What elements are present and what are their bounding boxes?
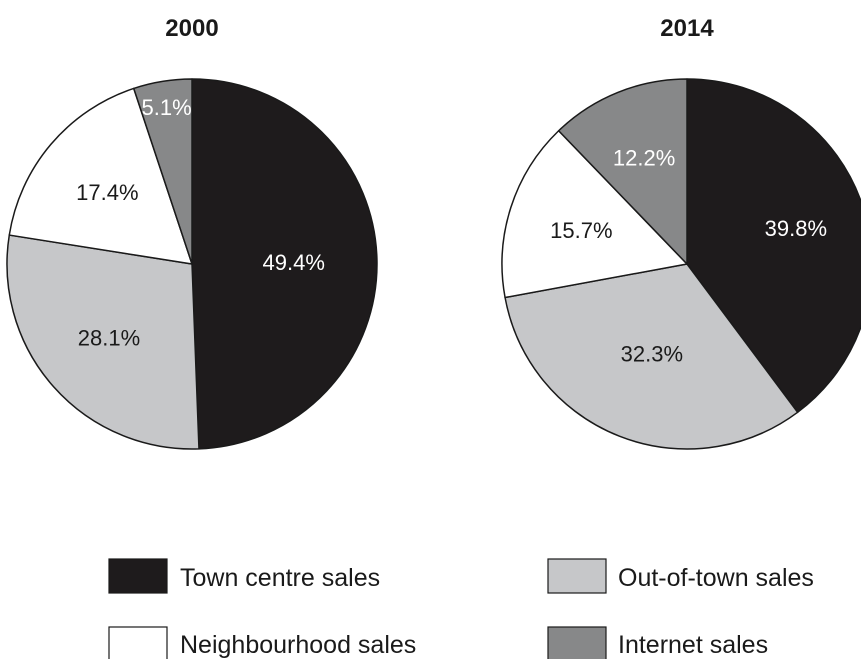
legend-label-town-centre: Town centre sales xyxy=(180,564,380,592)
legend-label-neighbourhood: Neighbourhood sales xyxy=(180,631,416,659)
legend: Town centre sales Out-of-town sales Neig… xyxy=(108,558,814,659)
slice-2000-town-centre xyxy=(191,78,378,450)
chart-title-2000: 2000 xyxy=(165,15,218,42)
slice-label-2014-internet: 12.2% xyxy=(613,146,675,171)
legend-swatch-internet xyxy=(547,626,607,659)
legend-swatch-town-centre xyxy=(108,558,168,594)
slice-label-2000-neighbourhood: 17.4% xyxy=(76,180,138,205)
slice-label-2000-out-of-town: 28.1% xyxy=(78,326,140,351)
slice-label-2014-out-of-town: 32.3% xyxy=(621,342,683,367)
legend-label-out-of-town: Out-of-town sales xyxy=(618,564,814,592)
slice-2000-internet xyxy=(132,78,193,265)
slice-label-2014-town-centre: 39.8% xyxy=(765,216,827,241)
chart-title-2014: 2014 xyxy=(660,15,714,42)
legend-swatch-neighbourhood xyxy=(108,626,168,659)
slice-label-2000-internet: 5.1% xyxy=(142,95,192,120)
slice-2014-neighbourhood xyxy=(501,129,688,299)
slice-label-2000-town-centre: 49.4% xyxy=(263,250,325,275)
slice-2014-town-centre xyxy=(686,78,861,414)
slice-label-2014-neighbourhood: 15.7% xyxy=(550,218,612,243)
legend-label-internet: Internet sales xyxy=(618,631,768,659)
pie-2014: 39.8% 32.3% 15.7% 12.2% xyxy=(501,78,861,450)
slice-2014-internet xyxy=(557,78,688,265)
slice-2014-out-of-town xyxy=(504,263,799,450)
pie-2000: 49.4% 28.1% 17.4% 5.1% xyxy=(6,78,378,450)
slice-2000-out-of-town xyxy=(6,234,200,450)
legend-swatch-out-of-town xyxy=(547,558,607,594)
slice-2000-neighbourhood xyxy=(8,87,193,265)
